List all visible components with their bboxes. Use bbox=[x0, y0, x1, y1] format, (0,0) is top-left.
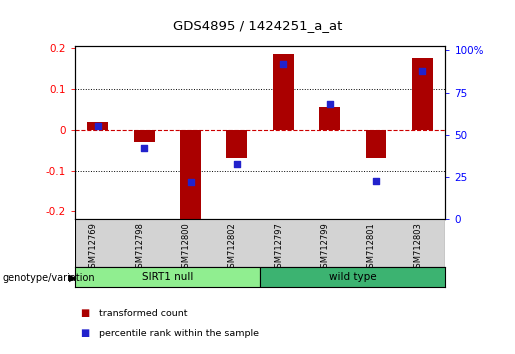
Bar bbox=[366, 130, 386, 158]
Text: ▶: ▶ bbox=[68, 273, 76, 283]
Bar bbox=[273, 54, 294, 130]
Text: GSM712800: GSM712800 bbox=[182, 222, 191, 273]
Bar bbox=[75, 219, 445, 267]
Bar bbox=[180, 130, 201, 219]
Bar bbox=[134, 130, 154, 142]
Point bbox=[279, 61, 287, 67]
Text: GSM712803: GSM712803 bbox=[414, 222, 422, 273]
Text: GSM712798: GSM712798 bbox=[135, 222, 144, 273]
Bar bbox=[319, 107, 340, 130]
Text: ■: ■ bbox=[80, 329, 89, 338]
Point bbox=[372, 178, 380, 183]
Point bbox=[94, 124, 102, 129]
Bar bbox=[75, 267, 260, 287]
Text: GSM712799: GSM712799 bbox=[321, 222, 330, 273]
Text: percentile rank within the sample: percentile rank within the sample bbox=[99, 329, 260, 338]
Text: GSM712801: GSM712801 bbox=[367, 222, 376, 273]
Text: wild type: wild type bbox=[329, 272, 376, 282]
Text: GSM712769: GSM712769 bbox=[89, 222, 98, 273]
Bar bbox=[88, 121, 108, 130]
Text: ■: ■ bbox=[80, 308, 89, 318]
Text: GDS4895 / 1424251_a_at: GDS4895 / 1424251_a_at bbox=[173, 19, 342, 33]
Point bbox=[233, 161, 241, 166]
Bar bbox=[260, 267, 445, 287]
Text: transformed count: transformed count bbox=[99, 309, 188, 318]
Text: GSM712797: GSM712797 bbox=[274, 222, 283, 273]
Point bbox=[140, 145, 148, 151]
Text: genotype/variation: genotype/variation bbox=[3, 273, 95, 283]
Point bbox=[325, 102, 334, 107]
Text: GSM712802: GSM712802 bbox=[228, 222, 237, 273]
Point bbox=[418, 68, 426, 73]
Bar bbox=[227, 130, 247, 158]
Bar bbox=[412, 58, 433, 130]
Point bbox=[186, 179, 195, 185]
Text: SIRT1 null: SIRT1 null bbox=[142, 272, 193, 282]
